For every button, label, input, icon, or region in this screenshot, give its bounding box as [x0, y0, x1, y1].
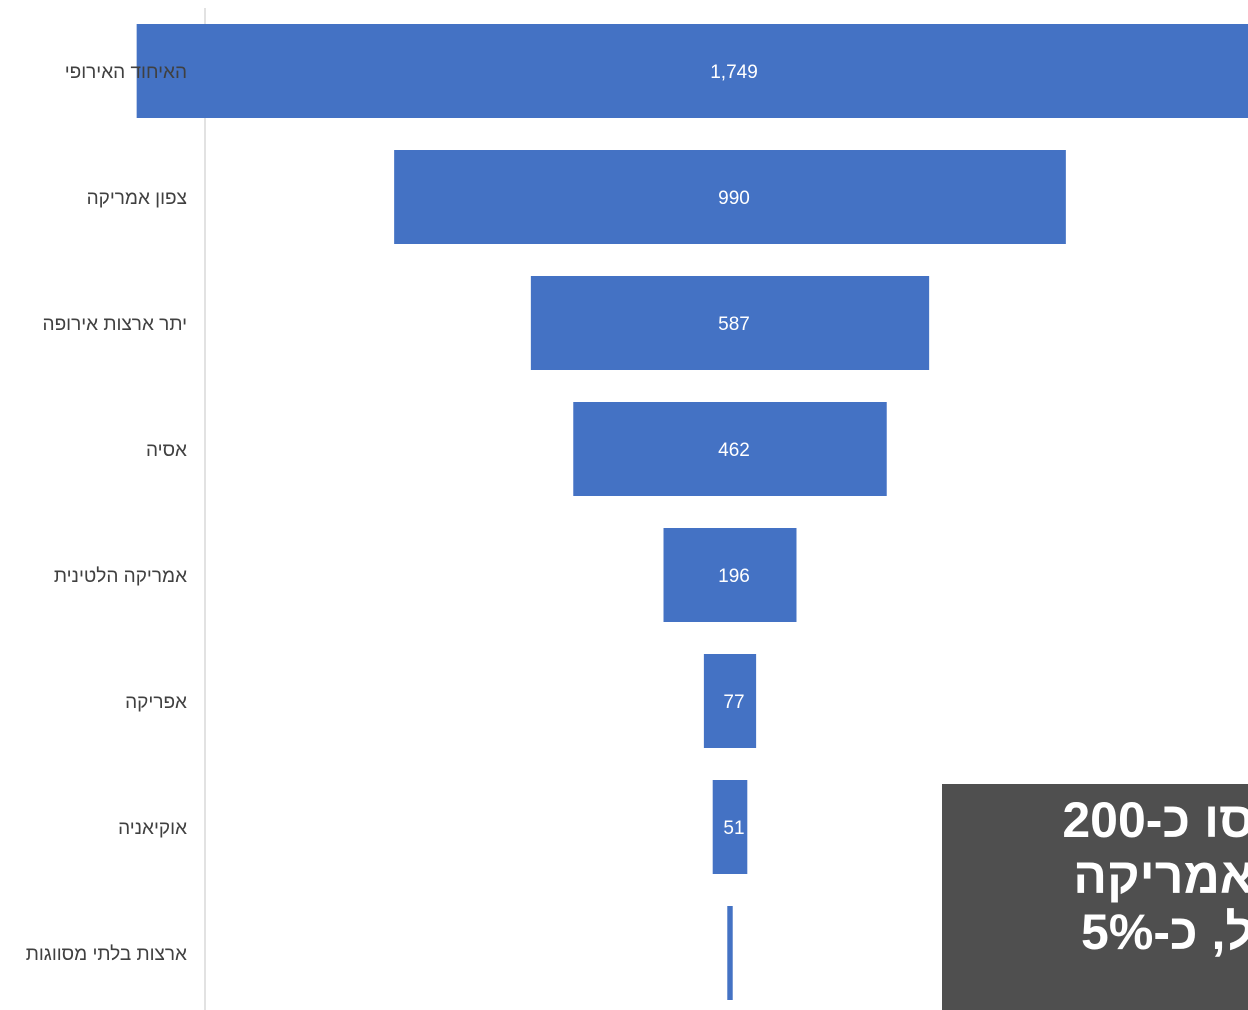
value-label: 196: [718, 566, 750, 587]
value-label: 587: [718, 314, 750, 335]
value-labels-group: 1,749 990 587 462 196 77 51: [710, 62, 758, 839]
funnel-bar: [394, 150, 1066, 244]
bars-group: [136, 24, 1248, 1000]
caption-overlay: סו כ-200 אמריקה ל, כ-5%: [942, 784, 1248, 1010]
category-label: יתר ארצות אירופה: [43, 314, 187, 335]
funnel-bar: [663, 528, 797, 622]
category-label: אמריקה הלטינית: [54, 566, 187, 587]
value-label: 77: [723, 692, 744, 713]
category-label: אפריקה: [125, 692, 187, 713]
value-label: 1,749: [710, 62, 758, 83]
category-labels-group: האיחוד האירופי צפון אמריקה יתר ארצות אירופ…: [26, 62, 187, 965]
overlay-line-2: אמריקה: [1073, 848, 1248, 904]
value-label: 51: [723, 818, 744, 839]
funnel-bar: [727, 906, 733, 1000]
funnel-bar: [712, 780, 748, 874]
category-label: ארצות בלתי מסווגות: [26, 944, 187, 965]
funnel-bar: [703, 654, 757, 748]
funnel-bar: [573, 402, 887, 496]
value-label: 462: [718, 440, 750, 461]
category-label: אוקיאניה: [118, 818, 187, 839]
category-label: אסיה: [146, 440, 187, 461]
funnel-bar: [136, 24, 1248, 118]
overlay-line-3: ל, כ-5%: [1081, 904, 1248, 960]
category-label: צפון אמריקה: [87, 188, 187, 209]
category-label: האיחוד האירופי: [65, 62, 187, 83]
funnel-bar: [530, 276, 930, 370]
overlay-line-1: סו כ-200: [1062, 792, 1248, 848]
value-label: 990: [718, 188, 750, 209]
